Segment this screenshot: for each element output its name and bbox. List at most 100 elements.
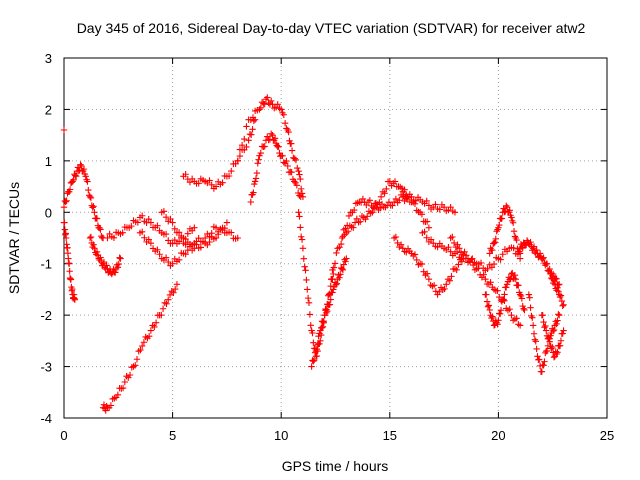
data-point <box>145 332 153 340</box>
data-point <box>461 248 468 256</box>
data-point <box>62 198 69 205</box>
data-point <box>513 315 520 322</box>
data-point <box>69 285 76 293</box>
data-point <box>170 289 177 296</box>
data-point <box>212 224 220 231</box>
series-track-l <box>308 255 350 370</box>
data-point <box>554 317 561 324</box>
data-point <box>359 195 367 203</box>
data-point <box>377 204 384 212</box>
data-point <box>280 111 288 118</box>
data-point <box>512 275 519 283</box>
data-point <box>330 286 337 293</box>
series-track-c <box>86 233 124 278</box>
data-point <box>423 234 430 241</box>
data-point <box>450 239 458 247</box>
data-point <box>253 169 261 177</box>
data-point <box>558 297 566 305</box>
data-point <box>513 236 520 244</box>
data-point <box>283 157 290 165</box>
data-point <box>497 256 504 263</box>
data-point <box>555 311 562 318</box>
data-point <box>489 246 496 254</box>
data-point <box>324 308 331 315</box>
data-point <box>96 224 103 232</box>
data-point <box>486 306 493 314</box>
data-point <box>298 236 306 243</box>
data-point <box>296 213 303 220</box>
data-point <box>215 231 222 238</box>
data-point <box>343 255 350 262</box>
data-point <box>140 339 148 346</box>
data-point <box>454 241 461 248</box>
data-point <box>540 318 547 326</box>
data-point <box>72 172 80 180</box>
data-point <box>453 248 461 255</box>
data-point <box>236 152 244 160</box>
data-point <box>310 339 317 346</box>
data-point <box>86 234 94 242</box>
axis-ticks: 0 5 10 15 20 25 -4 -3 -2 -1 0 1 2 3 <box>40 51 614 443</box>
data-point <box>542 322 549 330</box>
data-point <box>555 281 562 289</box>
data-point <box>287 140 295 147</box>
series-track-t <box>486 202 524 262</box>
data-point <box>60 203 68 211</box>
data-point <box>243 143 250 151</box>
data-point <box>93 248 101 256</box>
data-point <box>112 269 119 276</box>
data-point <box>510 244 517 252</box>
data-point <box>559 330 566 337</box>
data-point <box>449 233 456 241</box>
data-point <box>529 314 536 321</box>
data-point <box>420 268 427 275</box>
data-point <box>538 368 546 375</box>
data-point <box>425 224 433 231</box>
data-point <box>159 305 167 312</box>
data-point <box>138 212 146 219</box>
data-point <box>175 238 183 245</box>
series-track-a <box>60 161 107 242</box>
series-track-r <box>447 233 524 329</box>
data-point <box>158 311 165 319</box>
data-point <box>549 327 557 335</box>
data-point <box>554 349 561 356</box>
data-point <box>554 284 561 292</box>
data-point <box>548 269 555 277</box>
data-point <box>497 306 505 314</box>
data-point <box>293 182 301 189</box>
data-point <box>64 250 72 257</box>
data-point <box>182 171 189 178</box>
x-tick-label: 0 <box>60 428 67 443</box>
data-point <box>336 274 343 281</box>
x-tick-label: 5 <box>169 428 176 443</box>
data-point <box>178 234 185 242</box>
data-point <box>80 165 88 173</box>
data-point <box>423 218 431 225</box>
data-point <box>313 345 321 353</box>
data-point <box>175 256 183 263</box>
data-point <box>147 219 155 226</box>
data-point <box>371 200 379 207</box>
data-point <box>303 276 310 284</box>
data-point <box>330 270 337 278</box>
data-point <box>496 310 504 318</box>
data-point <box>119 384 127 392</box>
data-point <box>392 195 400 203</box>
data-point <box>116 254 123 261</box>
data-point <box>107 402 115 409</box>
data-point <box>516 322 524 329</box>
data-point <box>443 281 450 288</box>
data-point <box>82 173 89 180</box>
data-point <box>501 291 508 298</box>
data-point <box>434 243 441 251</box>
data-point <box>557 337 565 344</box>
data-point <box>254 160 261 167</box>
data-point <box>313 352 321 360</box>
data-point <box>162 213 170 221</box>
data-point <box>316 330 323 337</box>
data-point <box>91 209 98 216</box>
data-point <box>423 270 431 277</box>
data-point <box>560 301 567 309</box>
data-point <box>455 261 462 268</box>
